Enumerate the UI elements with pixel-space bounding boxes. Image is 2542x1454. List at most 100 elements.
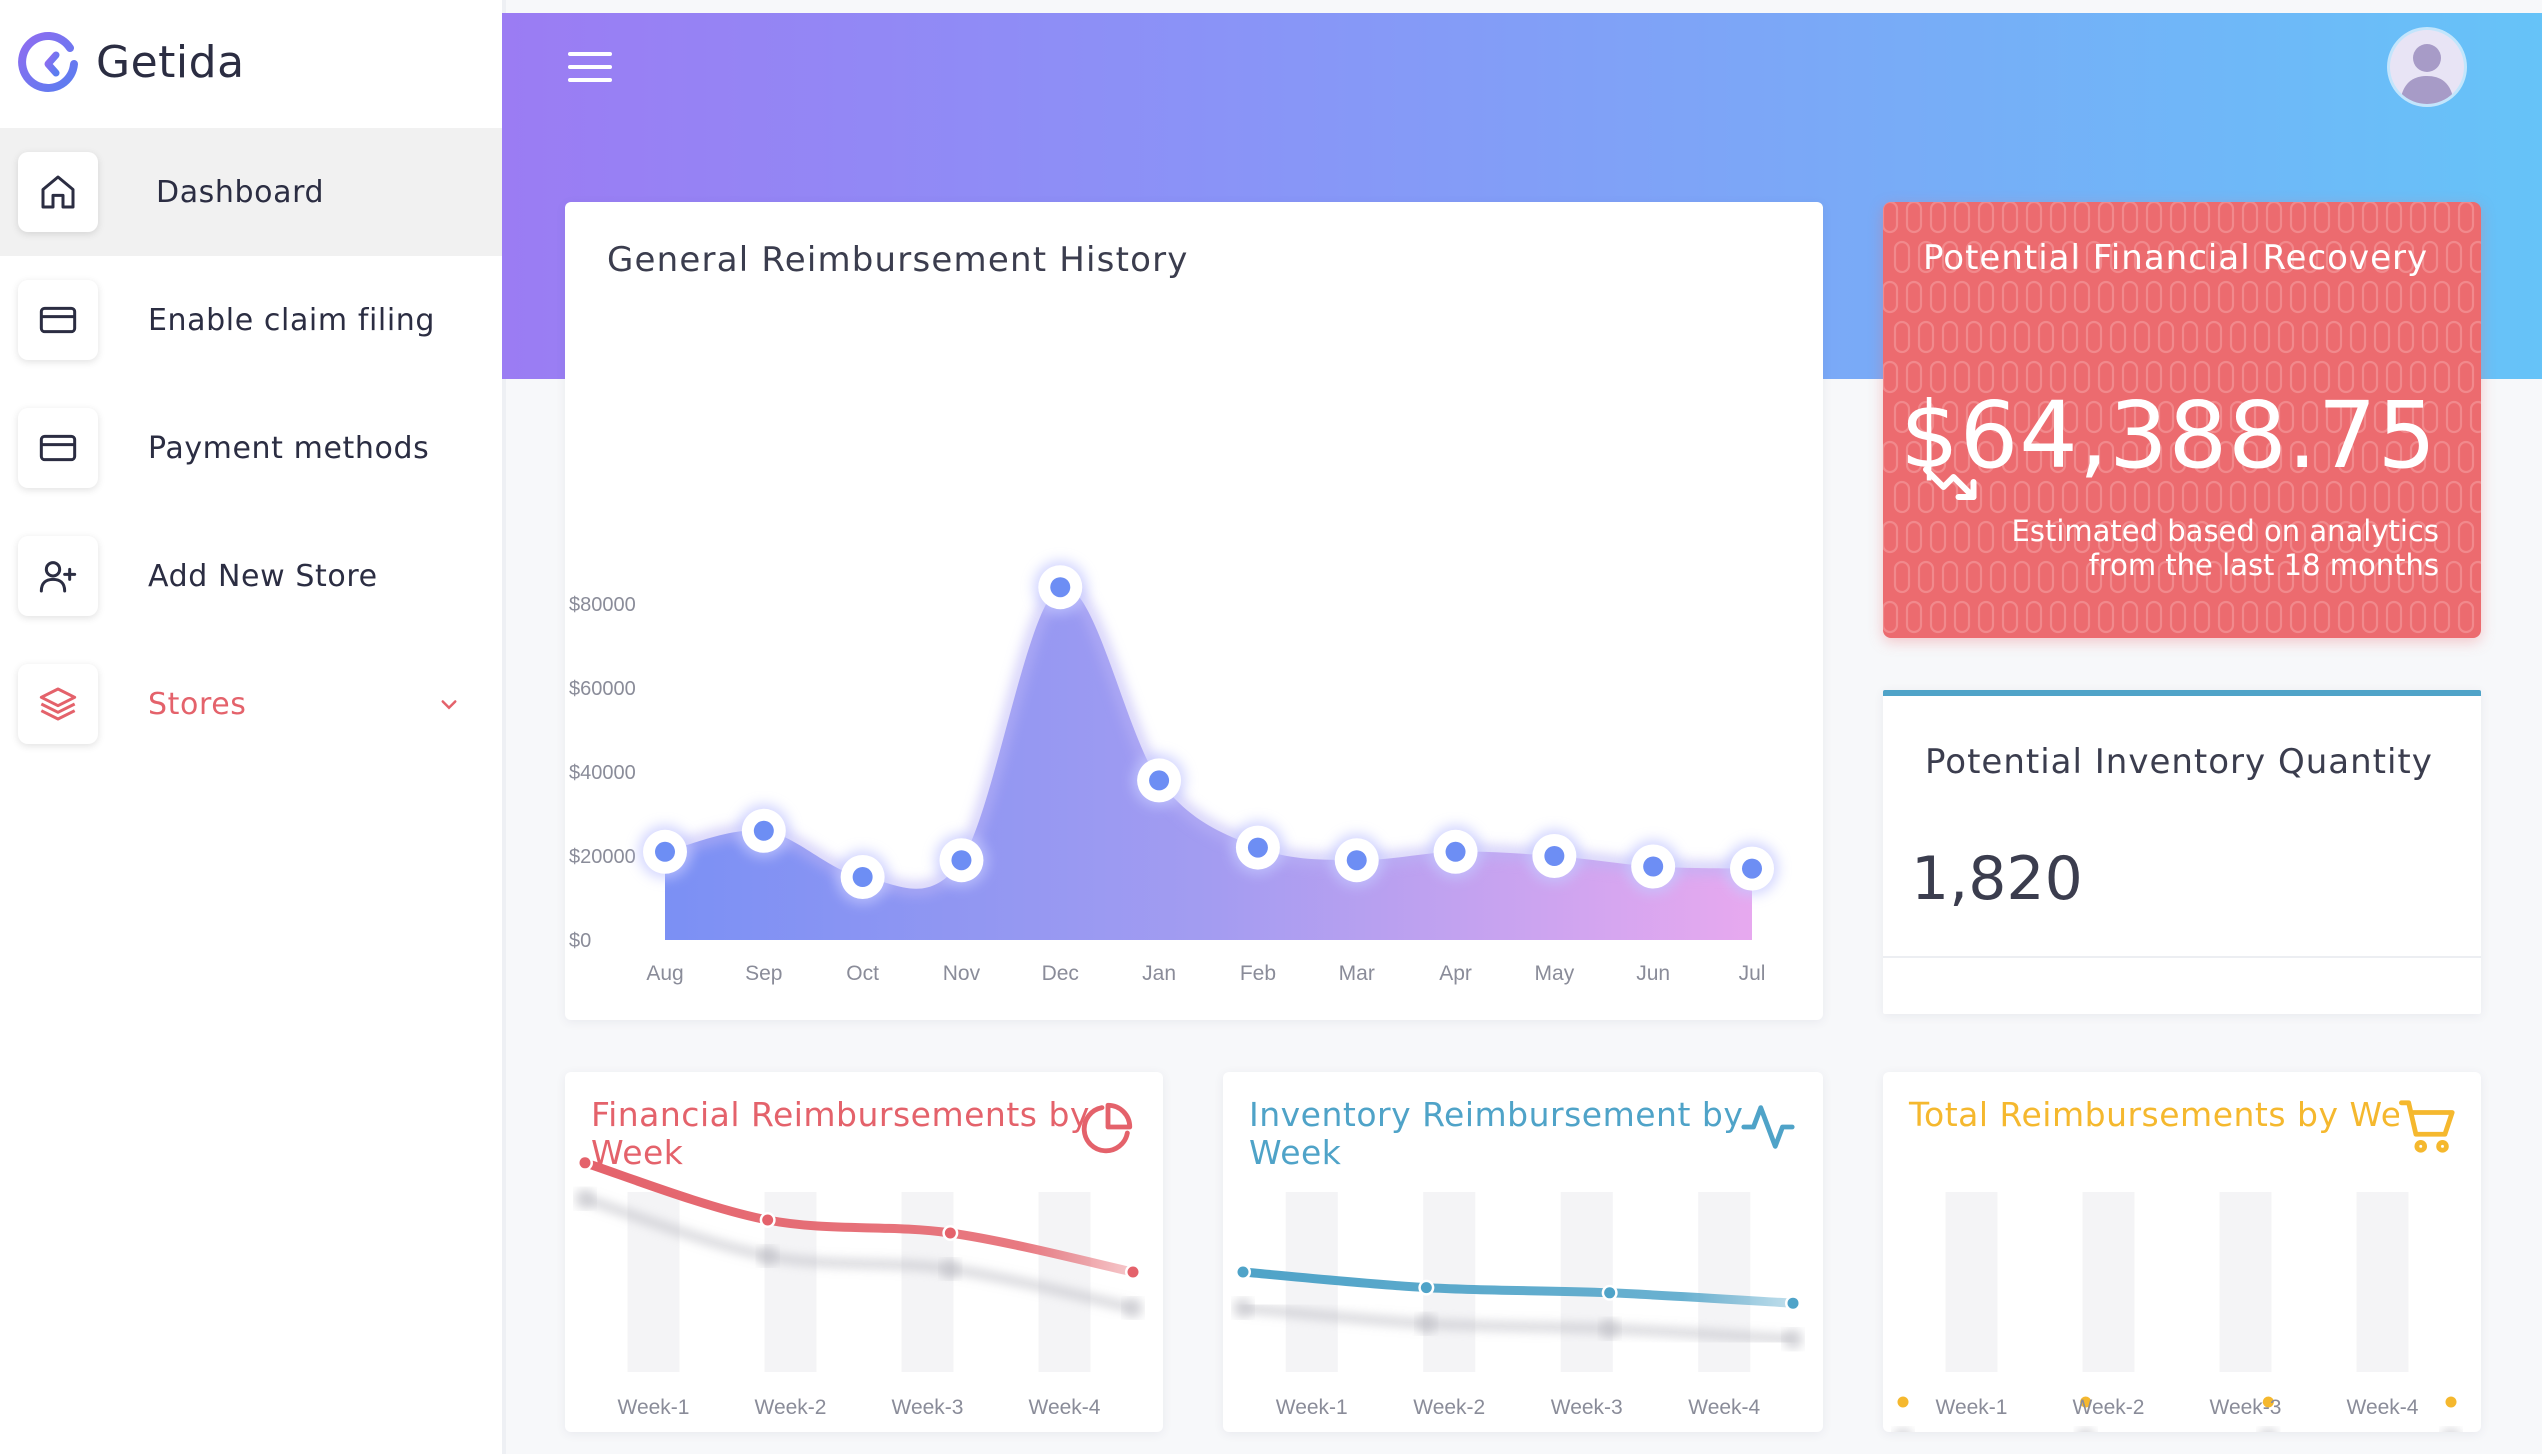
sidebar-item-add-new-store[interactable]: Add New Store [0, 512, 502, 640]
card-title: Total Reimbursements by Week [1909, 1095, 2442, 1134]
week-column [1560, 1192, 1613, 1372]
card-icon [18, 408, 98, 488]
y-tick-label: $0 [569, 930, 591, 952]
chevron-down-icon[interactable] [434, 689, 464, 719]
week-column [1945, 1192, 1998, 1372]
data-point [1247, 837, 1268, 858]
x-tick-label: Jul [1739, 962, 1766, 985]
sidebar-item-enable-claim-filing[interactable]: Enable claim filing [0, 256, 502, 384]
point-shadow [940, 1259, 961, 1279]
data-point [1445, 841, 1466, 862]
data-point [2262, 1396, 2274, 1408]
user-avatar-icon[interactable] [2390, 30, 2464, 104]
card-title: Financial Reimbursements by Week [591, 1095, 1090, 1172]
x-tick-label: Week-4 [1688, 1396, 1760, 1419]
chart-area [665, 586, 1752, 940]
recovery-note-line: Estimated based on analytics [2011, 514, 2439, 548]
cart-icon [2399, 1098, 2457, 1156]
point-shadow [1123, 1298, 1143, 1318]
point-shadow [575, 1188, 595, 1209]
sidebar-item-payment-methods[interactable]: Payment methods [0, 384, 502, 512]
hamburger-icon[interactable] [568, 52, 612, 88]
series-line [580, 1158, 1138, 1277]
sidebar-item-dashboard[interactable]: Dashboard [0, 128, 502, 256]
sidebar-item-label: Add New Store [148, 558, 378, 594]
card-title: Potential Inventory Quantity [1925, 742, 2433, 782]
data-point [1544, 846, 1565, 866]
data-point [2080, 1396, 2092, 1408]
pie-chart-icon [1081, 1102, 1133, 1154]
getida-logo-icon [18, 32, 78, 92]
x-tick-label: Week-3 [892, 1396, 964, 1419]
point-shadow [2443, 1428, 2459, 1432]
app-logo[interactable]: Getida [18, 26, 245, 98]
x-tick-label: Week-3 [1551, 1396, 1623, 1419]
x-tick-label: Week-1 [1276, 1396, 1348, 1419]
card-title: Inventory Reimbursement by Week [1249, 1095, 1744, 1172]
x-tick-label: Jun [1636, 962, 1670, 985]
user-plus-icon [18, 536, 98, 616]
point-shadow [1783, 1329, 1803, 1350]
week-column [901, 1192, 954, 1372]
data-point [655, 841, 675, 862]
sidebar-item-stores[interactable]: Stores [0, 640, 502, 768]
data-point [1346, 850, 1367, 871]
series-shadow [583, 1194, 1134, 1313]
series-line [1238, 1267, 1798, 1308]
data-point [1149, 770, 1170, 791]
point-shadow [1233, 1298, 1253, 1318]
x-tick-label: Week-1 [1936, 1396, 2008, 1419]
recovery-amount: $64,388.75 [1900, 382, 2437, 489]
point-shadow [1599, 1318, 1620, 1339]
x-tick-label: Nov [943, 962, 981, 985]
x-tick-label: Feb [1240, 962, 1276, 985]
card-title: Potential Financial Recovery [1923, 238, 2429, 278]
recovery-note-line: from the last 18 months [2088, 548, 2439, 582]
total-weekly-chart: Week-1 Week-2 Week-3 Week-4 [1895, 1192, 2459, 1432]
week-column [2219, 1192, 2272, 1372]
x-tick-label: Aug [646, 962, 683, 985]
sidebar-item-label: Payment methods [148, 430, 430, 466]
financial-weekly-chart: Week-1 Week-2 Week-3 Week-4 [575, 1154, 1143, 1419]
data-point [1237, 1266, 1249, 1278]
x-tick-label: Apr [1439, 962, 1472, 985]
layers-icon [18, 664, 98, 744]
data-point [2445, 1396, 2457, 1408]
sidebar-item-label: Dashboard [156, 174, 325, 210]
data-point [852, 867, 873, 887]
card-icon [18, 280, 98, 360]
inventory-value: 1,820 [1911, 844, 2083, 914]
x-tick-label: Week-2 [2073, 1396, 2145, 1419]
inventory-quantity-card: Potential Inventory Quantity 1,820 [1883, 690, 2481, 1014]
app-name: Getida [96, 36, 245, 88]
financial-recovery-card: Potential Financial Recovery $64,388.75 … [1883, 202, 2481, 638]
sidebar-item-label: Enable claim filing [148, 302, 436, 338]
card-title: General Reimbursement History [607, 240, 1189, 280]
data-point [753, 820, 774, 841]
data-point [1050, 577, 1071, 598]
activity-icon [1741, 1105, 1795, 1149]
x-tick-label: Week-4 [2347, 1396, 2419, 1419]
x-tick-label: Week-4 [1029, 1396, 1101, 1419]
x-tick-label: Week-2 [755, 1396, 827, 1419]
week-column [2082, 1192, 2135, 1372]
data-point [1604, 1287, 1616, 1299]
data-point [1420, 1282, 1432, 1294]
financial-weekly-card: Week-1 Week-2 Week-3 Week-4 Financial Reimb… [565, 1072, 1163, 1432]
total-weekly-card: Week-1 Week-2 Week-3 Week-4 Total Reimburse… [1883, 1072, 2481, 1432]
y-tick-label: $80000 [569, 594, 636, 616]
point-shadow [2260, 1428, 2277, 1432]
data-point [1897, 1396, 1909, 1408]
series-shadow [1242, 1303, 1794, 1344]
x-tick-label: Mar [1339, 962, 1375, 985]
week-column [1038, 1192, 1091, 1372]
card-divider [1883, 956, 2481, 958]
sidebar-item-label: Stores [148, 686, 247, 722]
y-tick-label: $40000 [569, 762, 636, 784]
x-tick-label: Week-1 [618, 1396, 690, 1419]
x-tick-label: Oct [846, 962, 879, 985]
x-tick-label: Sep [745, 962, 782, 985]
data-point [762, 1214, 774, 1226]
inventory-weekly-chart: Week-1 Week-2 Week-3 Week-4 [1233, 1192, 1803, 1419]
data-point [1787, 1297, 1799, 1309]
